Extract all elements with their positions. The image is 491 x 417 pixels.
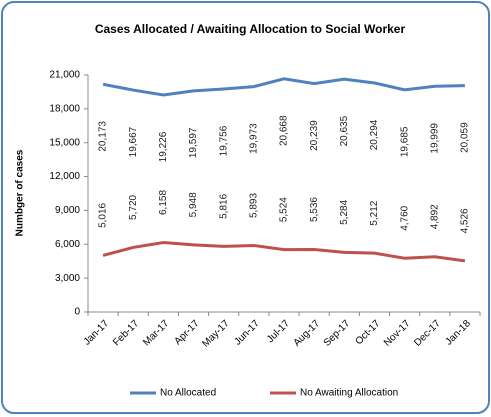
data-label: 5,212 — [369, 200, 380, 225]
data-label: 20,294 — [369, 119, 380, 150]
data-label: 5,016 — [98, 202, 109, 227]
data-label: 5,536 — [309, 197, 320, 222]
data-label: 20,668 — [279, 115, 290, 146]
data-label: 5,284 — [339, 199, 350, 224]
data-label: 19,685 — [399, 126, 410, 157]
series-line — [102, 240, 466, 263]
y-tick-label: 3,000 — [55, 273, 80, 284]
data-label: 5,720 — [128, 194, 139, 219]
y-tick-label: 9,000 — [55, 205, 80, 216]
data-label: 19,973 — [248, 123, 259, 154]
data-label: 19,667 — [128, 126, 139, 157]
data-label: 5,893 — [248, 193, 259, 218]
data-label: 19,226 — [158, 131, 169, 162]
series-line — [102, 77, 465, 97]
data-label: 20,173 — [98, 121, 109, 152]
data-label: 20,239 — [309, 120, 320, 151]
data-label: 19,597 — [188, 127, 199, 158]
y-tick-label: 15,000 — [49, 137, 80, 148]
data-label: 20,635 — [339, 115, 350, 146]
data-label: 5,948 — [188, 192, 199, 217]
data-label: 4,760 — [399, 205, 410, 230]
data-label: 5,816 — [218, 193, 229, 218]
y-tick-label: 21,000 — [49, 70, 80, 81]
data-label: 4,526 — [460, 208, 471, 233]
y-tick-label: 0 — [74, 307, 80, 318]
data-label: 19,999 — [429, 123, 440, 154]
data-label: 5,524 — [279, 197, 290, 222]
chart-title: Cases Allocated / Awaiting Allocation to… — [95, 22, 406, 36]
legend-label: No Allocated — [160, 388, 216, 399]
data-label: 6,158 — [158, 190, 169, 215]
y-axis-label: Numbger of cases — [15, 149, 26, 236]
data-label: 4,892 — [429, 204, 440, 229]
y-tick-label: 12,000 — [49, 171, 80, 182]
y-tick-label: 18,000 — [49, 103, 80, 114]
data-label: 20,059 — [460, 122, 471, 153]
y-tick-label: 6,000 — [55, 239, 80, 250]
data-label: 19,756 — [218, 125, 229, 156]
legend-label: No Awaiting Allocation — [300, 388, 398, 399]
